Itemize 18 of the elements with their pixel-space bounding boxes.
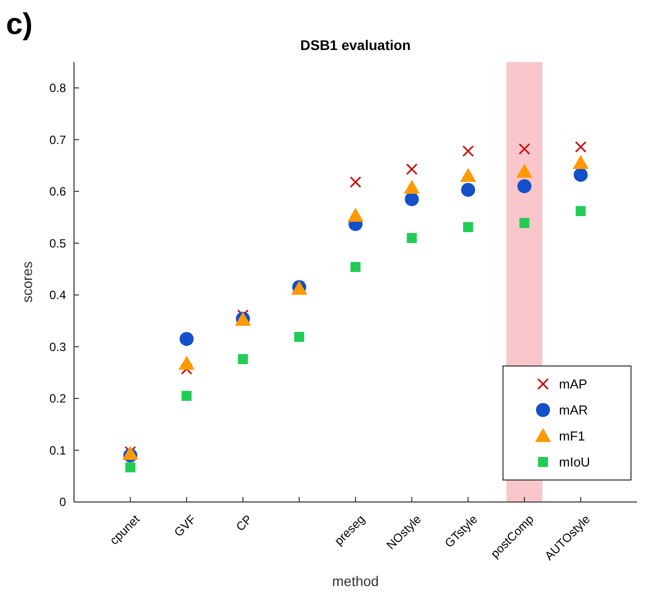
legend-label: mAR bbox=[559, 402, 588, 418]
y-tick-label: 0.4 bbox=[49, 288, 66, 302]
legend-label: mIoU bbox=[559, 454, 590, 470]
y-tick-label: 0.8 bbox=[49, 81, 66, 96]
text: c) bbox=[6, 8, 33, 41]
chart-title: DSB1 evaluation bbox=[300, 37, 411, 53]
y-tick-label: 0.3 bbox=[49, 340, 66, 354]
x-tick-label: CP bbox=[233, 512, 255, 534]
y-tick-label: 0.6 bbox=[49, 184, 66, 199]
y-axis-title: scores bbox=[19, 261, 35, 303]
y-tick-label: 0.5 bbox=[49, 236, 66, 250]
y-tick-label: 0.7 bbox=[49, 132, 66, 147]
legend-label: mAP bbox=[559, 376, 588, 392]
legend-label: mF1 bbox=[559, 428, 585, 444]
x-axis-title: method bbox=[332, 573, 379, 589]
y-tick-label: 0 bbox=[59, 495, 66, 510]
y-tick-label: 0.2 bbox=[49, 392, 66, 406]
y-tick-label: 0.1 bbox=[49, 443, 66, 458]
